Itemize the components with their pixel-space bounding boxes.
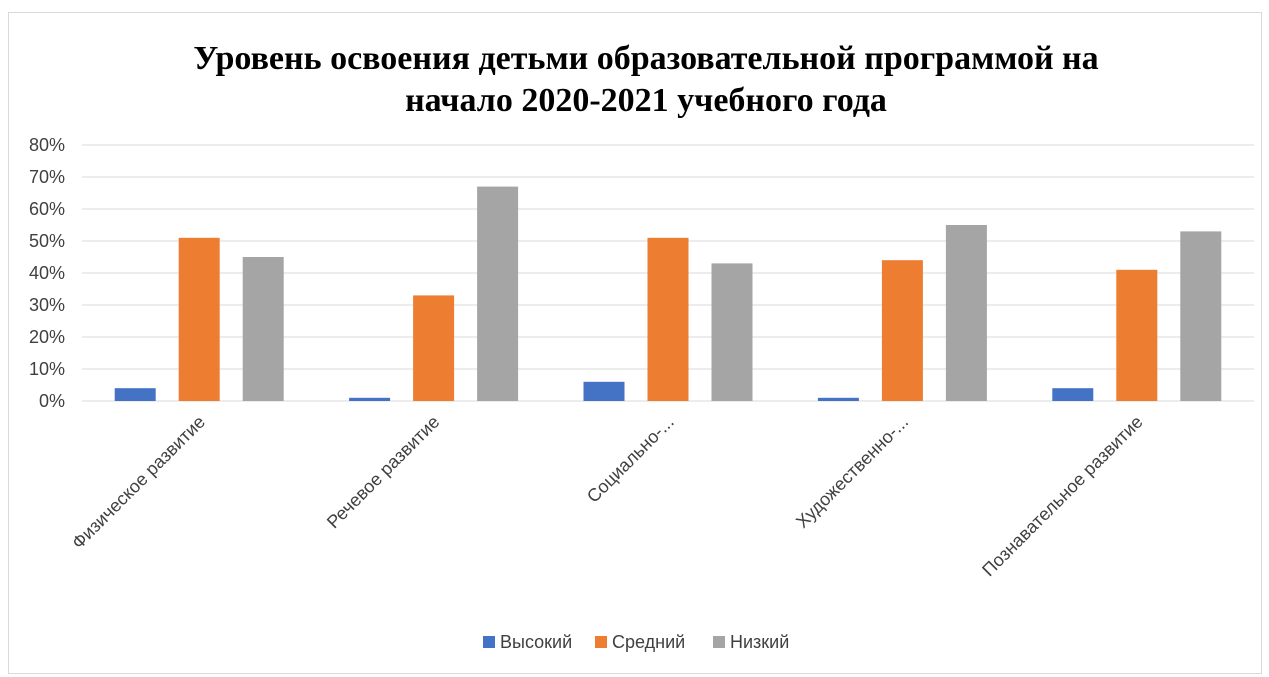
chart-frame: Уровень освоения детьми образовательной … (8, 12, 1262, 674)
bar-средний (178, 237, 220, 401)
x-category-label: Речевое развитие (323, 412, 443, 532)
legend-label: Средний (612, 632, 685, 652)
bars (114, 186, 1222, 401)
bar-низкий (945, 225, 987, 401)
legend-swatch (713, 636, 725, 648)
bar-средний (1116, 269, 1158, 401)
legend-label: Высокий (500, 632, 572, 652)
x-category-label: Познавательное развитие (978, 412, 1146, 580)
bar-высокий (114, 388, 156, 401)
y-tick-label: 80% (29, 135, 65, 155)
chart-title: Уровень освоения детьми образовательной … (193, 40, 1098, 119)
y-axis-tick-labels: 0% 10% 20% 30% 40% 50% 60% 70% 80% (29, 135, 65, 411)
y-tick-label: 0% (39, 391, 65, 411)
bar-низкий (711, 263, 753, 401)
y-tick-label: 20% (29, 327, 65, 347)
legend-swatch (483, 636, 495, 648)
bar-chart: Уровень освоения детьми образовательной … (29, 40, 1254, 652)
bar-низкий (477, 186, 519, 401)
bar-высокий (1052, 388, 1094, 401)
legend: Высокий Средний Низкий (483, 632, 789, 652)
chart-title-line-1: Уровень освоения детьми образовательной … (193, 40, 1098, 77)
bar-средний (413, 295, 455, 401)
legend-label: Низкий (730, 632, 789, 652)
y-tick-label: 40% (29, 263, 65, 283)
x-category-label: Социально-... (583, 412, 678, 507)
bar-средний (647, 237, 689, 401)
bar-высокий (349, 397, 391, 401)
bar-средний (881, 260, 923, 401)
x-category-label: Физическое развитие (68, 412, 209, 553)
chart-title-line-2: начало 2020-2021 учебного года (405, 82, 887, 119)
y-tick-label: 70% (29, 167, 65, 187)
y-tick-label: 60% (29, 199, 65, 219)
bar-высокий (583, 381, 625, 401)
x-category-label: Художественно-... (792, 412, 912, 532)
y-tick-label: 50% (29, 231, 65, 251)
bar-низкий (1180, 231, 1222, 401)
legend-swatch (595, 636, 607, 648)
x-axis-category-labels: Физическое развитие Речевое развитие Социа… (68, 412, 1147, 580)
bar-высокий (817, 397, 859, 401)
y-tick-label: 30% (29, 295, 65, 315)
bar-низкий (242, 257, 284, 401)
y-tick-label: 10% (29, 359, 65, 379)
